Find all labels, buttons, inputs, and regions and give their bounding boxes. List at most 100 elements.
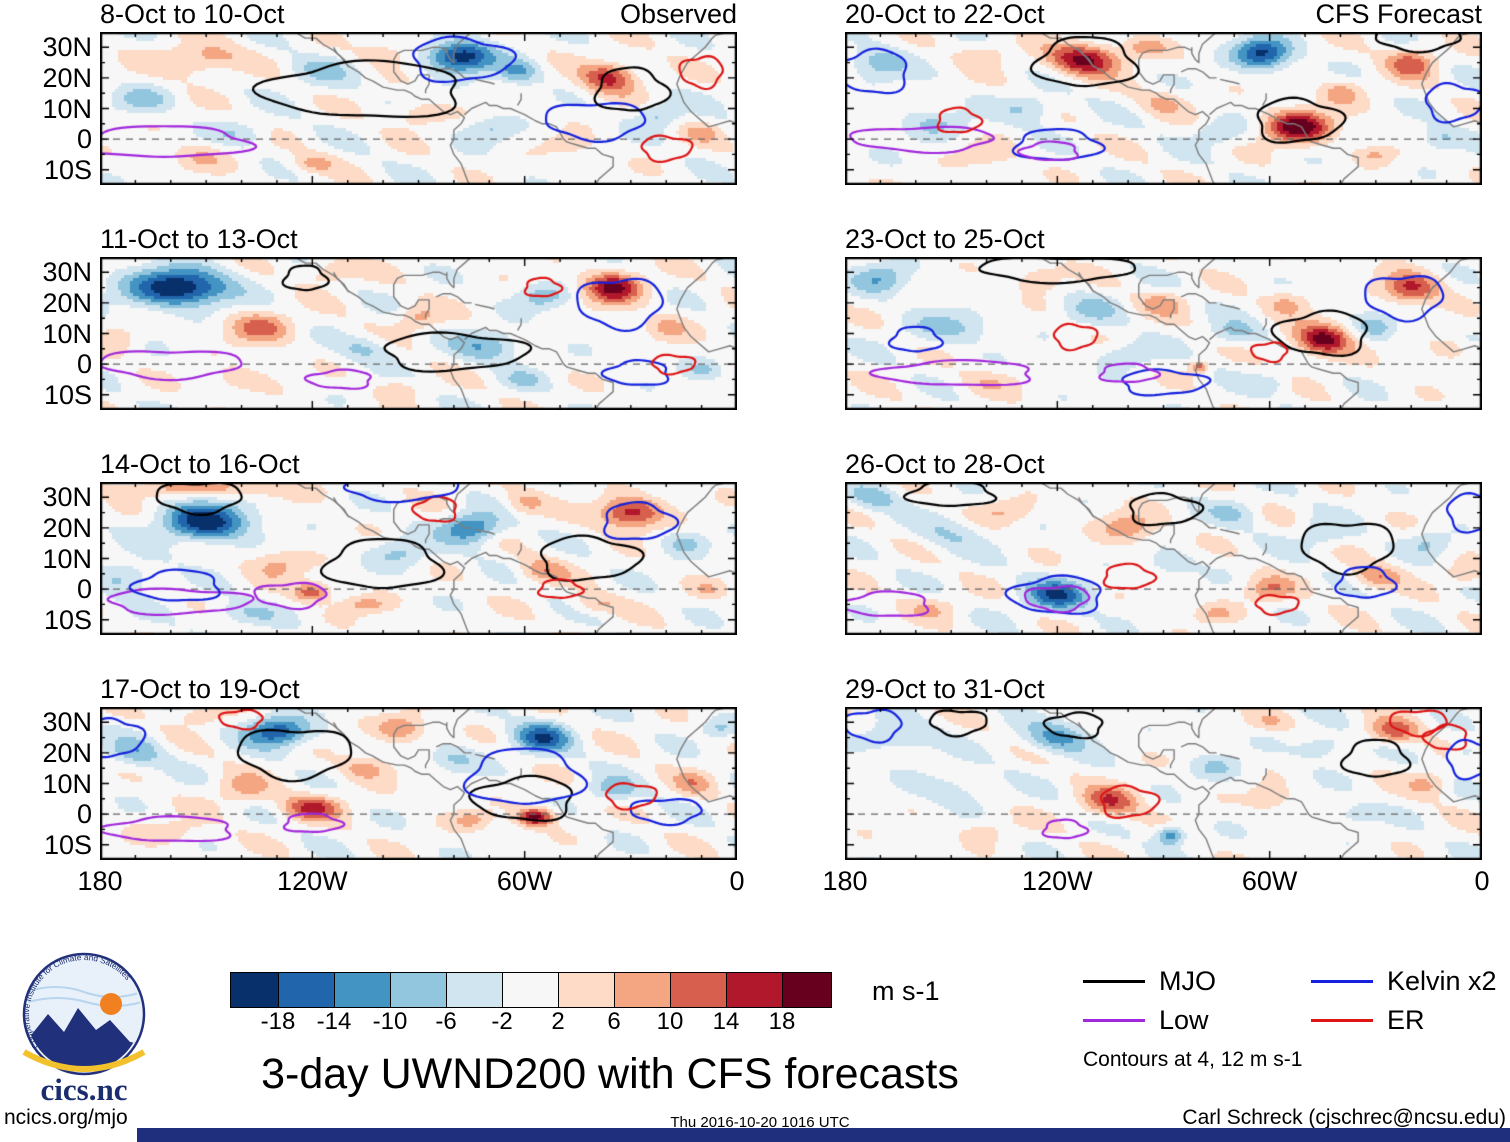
lat-tick-label: 0 (76, 124, 92, 155)
colorbar-tick-label: -14 (316, 1008, 352, 1035)
map-panel (845, 32, 1482, 185)
colorbar-segment (559, 973, 615, 1007)
map-canvas (100, 707, 737, 860)
panel-date-label: 29-Oct to 31-Oct (845, 674, 1045, 704)
colorbar-segment (727, 973, 783, 1007)
legend-item-kelvin: Kelvin x2 (1311, 966, 1510, 997)
panel-title-row: 23-Oct to 25-Oct (845, 224, 1482, 255)
panel-title-row: 8-Oct to 10-Oct Observed (100, 0, 737, 30)
logo-sun (100, 993, 122, 1015)
legend-label: ER (1387, 1005, 1425, 1035)
panel-title-row: 29-Oct to 31-Oct (845, 674, 1482, 705)
lat-tick-label: 20N (42, 737, 92, 768)
map-canvas (845, 32, 1482, 185)
legend-label: MJO (1159, 966, 1216, 996)
colorbar-segment (391, 973, 447, 1007)
colorbar-tick-label: -18 (260, 1008, 296, 1035)
legend-label: Low (1159, 1005, 1209, 1035)
kelvin-line-sample (1311, 980, 1373, 983)
lat-tick-label: 0 (76, 574, 92, 605)
map-canvas (100, 257, 737, 410)
footer-url: ncics.org/mjo (4, 1106, 128, 1129)
colorbar-segment (279, 973, 335, 1007)
lat-tick-label: 20N (42, 512, 92, 543)
colorbar-segment (231, 973, 279, 1007)
contour-levels-note: Contours at 4, 12 m s-1 (1083, 1048, 1303, 1071)
lat-tick-label: 10N (42, 318, 92, 349)
colorbar-segment (615, 973, 671, 1007)
panel-date-label: 20-Oct to 22-Oct (845, 0, 1045, 29)
lon-tick-label: 0 (1474, 866, 1490, 896)
map-canvas (100, 32, 737, 185)
lat-tick-label: 10N (42, 768, 92, 799)
lat-tick-label: 0 (76, 799, 92, 830)
mjo-line-sample (1083, 980, 1145, 983)
panel-date-label: 14-Oct to 16-Oct (100, 449, 300, 479)
er-line-sample (1311, 1019, 1373, 1022)
map-panel (845, 707, 1482, 860)
lon-tick-label: 0 (729, 866, 745, 896)
lat-tick-label: 10S (43, 604, 92, 635)
map-canvas (845, 257, 1482, 410)
panel-date-label: 8-Oct to 10-Oct (100, 0, 285, 29)
panel-date-label: 26-Oct to 28-Oct (845, 449, 1045, 479)
footer-bar (137, 1128, 1510, 1142)
lat-tick-label: 10S (43, 829, 92, 860)
logo-swoosh (22, 1049, 146, 1072)
lat-tick-label: 30N (42, 482, 92, 513)
panel-date-label: 23-Oct to 25-Oct (845, 224, 1045, 254)
contour-legend: MJO Kelvin x2 Low ER Contours at 4, 12 m… (1083, 966, 1510, 1072)
colorbar-segment (671, 973, 727, 1007)
map-canvas (845, 707, 1482, 860)
logo-mountains (27, 1008, 141, 1071)
colorbar-segment (335, 973, 391, 1007)
lat-tick-label: 20N (42, 287, 92, 318)
map-canvas (845, 482, 1482, 635)
map-panel (100, 482, 737, 635)
panel-corner-label: CFS Forecast (1315, 0, 1482, 29)
legend-item-mjo: MJO (1083, 966, 1311, 997)
map-panel (845, 482, 1482, 635)
map-panel (100, 707, 737, 860)
lat-tick-label: 20N (42, 62, 92, 93)
legend-item-low: Low (1083, 1005, 1311, 1036)
footer-timestamp: Thu 2016-10-20 1016 UTC (670, 1114, 850, 1131)
lon-tick-label: 120W (277, 866, 348, 896)
panel-title-row: 26-Oct to 28-Oct (845, 449, 1482, 480)
lat-tick-label: 10N (42, 543, 92, 574)
logo-art (27, 986, 141, 1071)
map-panel (845, 257, 1482, 410)
colorbar (230, 972, 832, 1008)
panel-date-label: 11-Oct to 13-Oct (100, 224, 298, 254)
low-line-sample (1083, 1019, 1145, 1022)
map-panel (100, 257, 737, 410)
panel-title-row: 20-Oct to 22-Oct CFS Forecast (845, 0, 1482, 30)
lon-tick-label: 180 (77, 866, 123, 896)
map-panel (100, 32, 737, 185)
colorbar-tick-label: 10 (656, 1008, 684, 1035)
lat-tick-label: 30N (42, 32, 92, 63)
lat-tick-label: 10S (43, 154, 92, 185)
panel-title-row: 17-Oct to 19-Oct (100, 674, 737, 705)
lat-tick-label: 30N (42, 707, 92, 738)
legend-label: Kelvin x2 (1387, 966, 1497, 996)
panel-title-row: 14-Oct to 16-Oct (100, 449, 737, 480)
legend-item-er: ER (1311, 1005, 1510, 1036)
lat-tick-label: 30N (42, 257, 92, 288)
logo-name: cics.nc (41, 1072, 128, 1107)
cics-logo: Cooperative Institute for Climate and Sa… (22, 952, 146, 1107)
colorbar-segment (447, 973, 503, 1007)
map-canvas (100, 482, 737, 635)
panel-title-row: 11-Oct to 13-Oct (100, 224, 737, 255)
lon-tick-label: 60W (1241, 866, 1298, 896)
footer-author: Carl Schreck (cjschrec@ncsu.edu) (1182, 1106, 1506, 1129)
lon-tick-label: 180 (822, 866, 868, 896)
lon-tick-label: 120W (1022, 866, 1093, 896)
colorbar-units: m s-1 (872, 976, 940, 1006)
colorbar-tick-label: 2 (551, 1008, 565, 1035)
colorbar-tick-label: -6 (435, 1008, 457, 1035)
figure-title: 3-day UWND200 with CFS forecasts (261, 1050, 959, 1098)
colorbar-segment (783, 973, 831, 1007)
lat-tick-label: 0 (76, 349, 92, 380)
